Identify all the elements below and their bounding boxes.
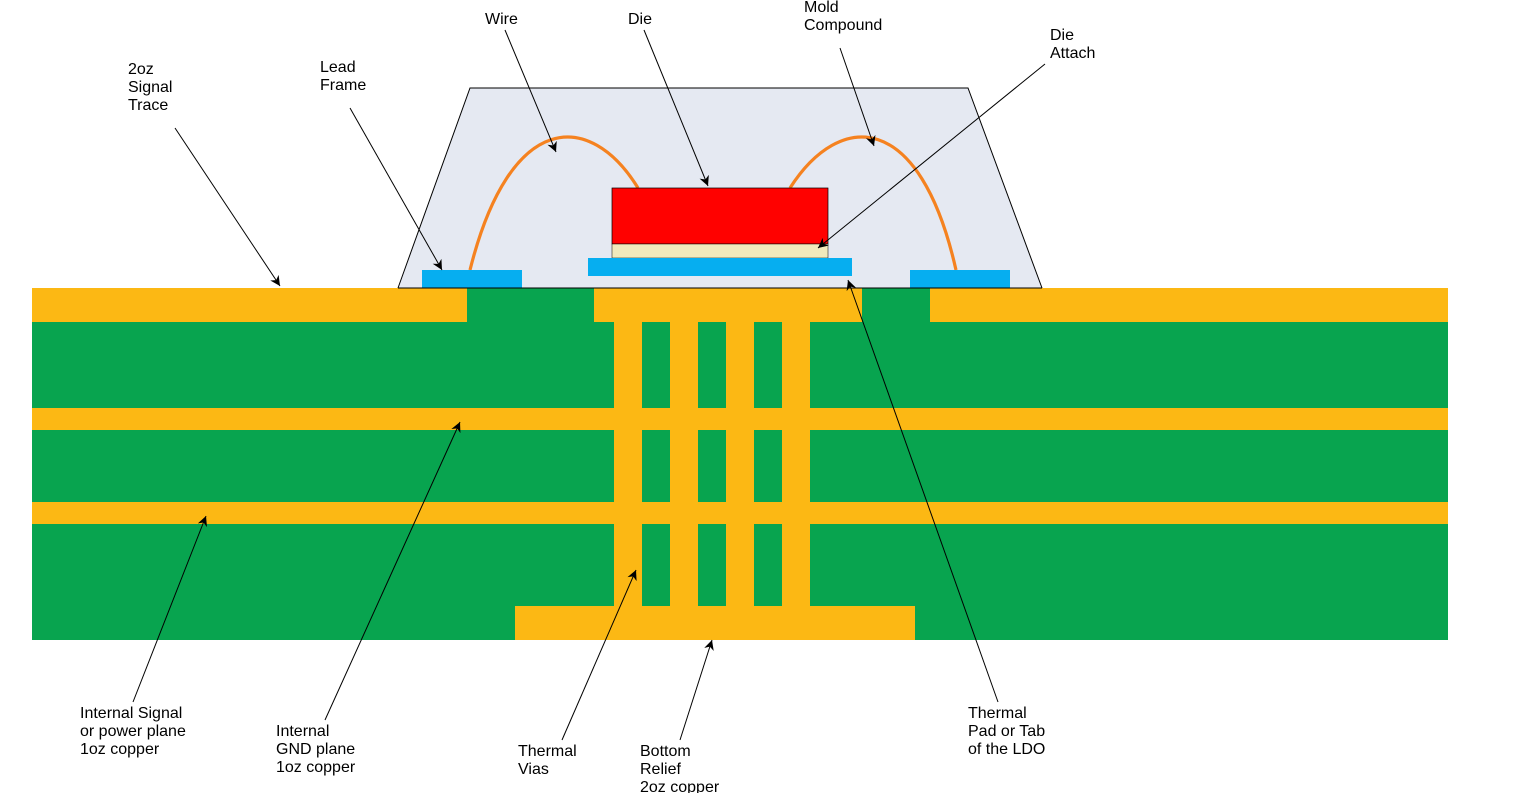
top-center-pad (594, 288, 862, 322)
thermal-pad-shape (588, 258, 852, 276)
thermal-via (726, 322, 754, 606)
lead-frame-left (422, 270, 522, 288)
top-trace-left (32, 288, 467, 322)
thermal-via (614, 322, 642, 606)
lead-frame-right (910, 270, 1010, 288)
bottom_relief-arrow (680, 640, 712, 740)
pcb-gap (642, 430, 670, 502)
die-label: Die (628, 11, 652, 28)
internal_gnd-label: InternalGND plane1oz copper (276, 723, 356, 776)
bottom_relief-label: BottomRelief2oz copper (640, 743, 720, 793)
inner-plane2-fill (756, 502, 780, 524)
pcb-gap (754, 322, 782, 408)
pcb-gap (754, 524, 782, 606)
inner-plane2-fill (644, 502, 668, 524)
thermal-via (670, 322, 698, 606)
thermal_vias-label: ThermalVias (518, 743, 577, 778)
die_attach-label: DieAttach (1050, 27, 1095, 62)
pcb-gap (698, 322, 726, 408)
mold_compound-label: MoldCompound (804, 0, 882, 34)
lead_frame-arrow (350, 108, 442, 270)
internal_signal-label: Internal Signalor power plane1oz copper (80, 705, 186, 758)
lead_frame-label: LeadFrame (320, 59, 366, 94)
pcb-gap (698, 524, 726, 606)
thermal-via (782, 322, 810, 606)
top-trace-right (930, 288, 1448, 322)
wire-label: Wire (485, 11, 518, 28)
pcb-gap (642, 524, 670, 606)
pcb-gap (754, 430, 782, 502)
thermal_pad-label: ThermalPad or Tabof the LDO (968, 705, 1045, 758)
signal_trace-arrow (175, 128, 280, 286)
signal_trace-label: 2ozSignalTrace (128, 61, 172, 114)
die-shape (612, 188, 828, 244)
die-attach-shape (612, 244, 828, 258)
pcb-gap (698, 430, 726, 502)
pcb-gap (642, 322, 670, 408)
bottom-relief-pad (515, 606, 915, 640)
inner-plane2-fill (700, 502, 724, 524)
